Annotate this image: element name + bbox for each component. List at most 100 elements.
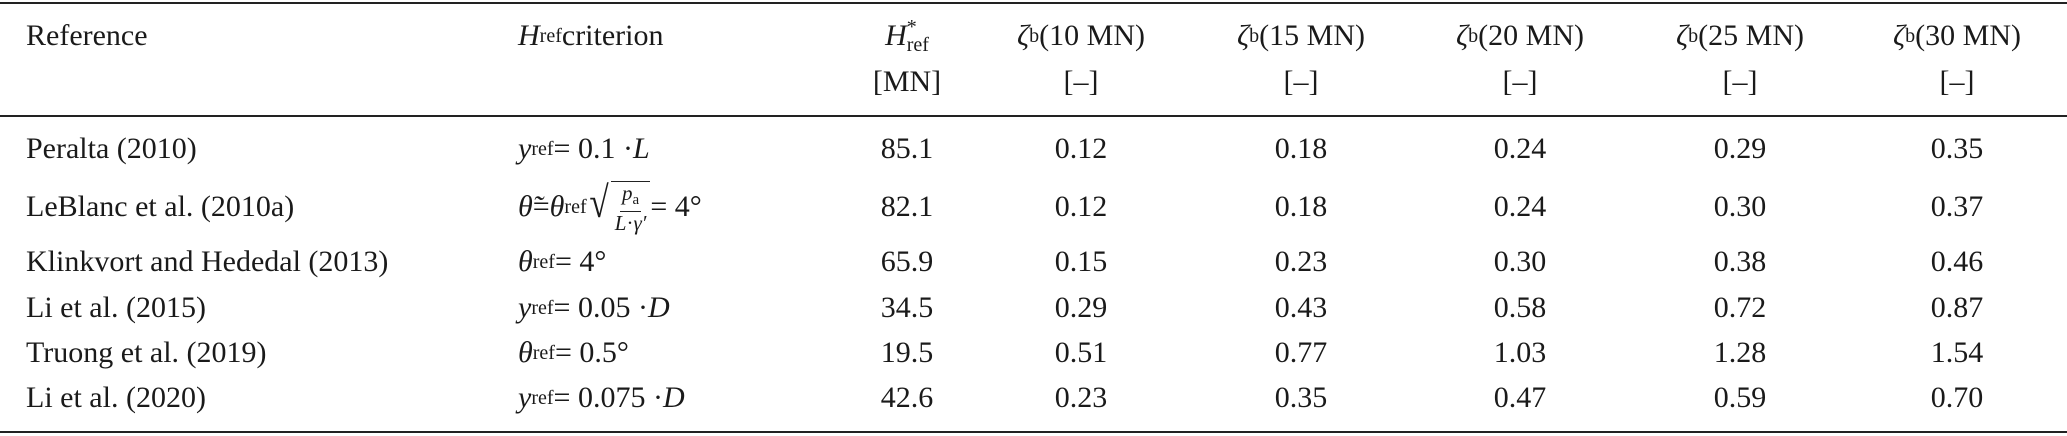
reference-cell: Li et al. (2015) xyxy=(26,291,206,324)
subscript: ref xyxy=(531,137,554,160)
variable: ζ xyxy=(1237,19,1250,52)
zeta-cell: 0.23 xyxy=(1054,381,1108,414)
h-ref-cell: 42.6 xyxy=(880,381,934,414)
zeta-cell: 0.51 xyxy=(1054,336,1108,369)
criterion-cell: y ref = 0.1 · L xyxy=(518,127,650,171)
zeta-cell: 0.59 xyxy=(1713,381,1767,414)
zeta-cell: 0.18 xyxy=(1274,132,1328,165)
zeta-cell: 0.37 xyxy=(1930,190,1984,223)
zeta-cell: 0.23 xyxy=(1274,245,1328,278)
subscript: b xyxy=(1029,24,1040,47)
criterion-cell: θ ref = 4° xyxy=(518,240,606,284)
subscript: b xyxy=(1468,24,1479,47)
header-cell: [MN] xyxy=(797,60,1017,104)
variable: H xyxy=(518,19,540,52)
zeta-cell: 1.28 xyxy=(1713,336,1767,369)
h-ref-cell: 82.1 xyxy=(880,190,934,223)
zeta-cell: 1.54 xyxy=(1930,336,1984,369)
bottom-rule xyxy=(0,431,2067,433)
variable: y xyxy=(518,291,532,324)
zeta-cell: 0.18 xyxy=(1274,190,1328,223)
zeta-cell: 0.70 xyxy=(1930,381,1984,414)
text: = 4° xyxy=(650,190,702,223)
variable: θ xyxy=(549,190,565,223)
reference-cell: Truong et al. (2019) xyxy=(26,336,267,369)
zeta-cell: 0.77 xyxy=(1274,336,1328,369)
text: [–] xyxy=(1502,65,1538,98)
criterion-cell: θ̃ = θ ref √ pa L·γ′ = 4° xyxy=(518,180,702,234)
subscript: b xyxy=(1688,24,1699,47)
zeta-cell: 0.35 xyxy=(1930,132,1984,165)
variable: θ xyxy=(518,336,533,369)
text: = 0.075 · xyxy=(553,381,663,414)
zeta-cell: 0.12 xyxy=(1054,132,1108,165)
zeta-cell: 0.35 xyxy=(1274,381,1328,414)
subscript: b xyxy=(1249,24,1260,47)
reference-cell: Peralta (2010) xyxy=(26,132,197,165)
zeta-cell: 0.43 xyxy=(1274,291,1328,324)
denominator: L·γ′ xyxy=(615,212,647,234)
zeta-cell: 0.24 xyxy=(1493,132,1547,165)
header-cell: Reference xyxy=(26,14,148,58)
text: [–] xyxy=(1722,65,1758,98)
header-cell: [–] xyxy=(1191,60,1411,104)
zeta-cell: 0.58 xyxy=(1493,291,1547,324)
radicand: pa L·γ′ xyxy=(610,180,651,234)
zeta-cell: 0.72 xyxy=(1713,291,1767,324)
header-cell: [–] xyxy=(971,60,1191,104)
variable: γ′ xyxy=(633,210,647,235)
zeta-cell: 0.46 xyxy=(1930,245,1984,278)
text: = 4° xyxy=(554,245,607,278)
header-cell: [–] xyxy=(1630,60,1850,104)
superscript: * xyxy=(906,16,917,38)
criterion-cell: y ref = 0.05 · D xyxy=(518,286,670,330)
variable: θ̃ xyxy=(518,190,533,223)
text: = 0.05 · xyxy=(553,291,648,324)
header-cell: [–] xyxy=(1847,60,2067,104)
subscript: ref xyxy=(531,296,554,319)
zeta-cell: 0.30 xyxy=(1713,190,1767,223)
variable: D xyxy=(662,381,685,414)
text: = 0.5° xyxy=(554,336,629,369)
zeta-cell: 0.12 xyxy=(1054,190,1108,223)
square-root: √ pa L·γ′ xyxy=(587,177,651,234)
zeta-cell: 0.29 xyxy=(1713,132,1767,165)
variable: y xyxy=(518,132,532,165)
subscript: ref xyxy=(532,341,555,364)
text: (15 MN) xyxy=(1259,19,1365,52)
text: = xyxy=(532,190,550,223)
text: [MN] xyxy=(872,65,942,98)
subscript: ref xyxy=(539,24,562,47)
h-ref-cell: 65.9 xyxy=(880,245,934,278)
header-cell: H * ref xyxy=(797,14,1017,58)
subscript: ref xyxy=(531,386,554,409)
text: · xyxy=(626,210,634,235)
text: [–] xyxy=(1283,65,1319,98)
variable: H xyxy=(885,19,907,52)
zeta-cell: 0.30 xyxy=(1493,245,1547,278)
text: = 0.1 · xyxy=(553,132,633,165)
text: (30 MN) xyxy=(1915,19,2021,52)
variable: y xyxy=(518,381,532,414)
variable: p xyxy=(621,180,633,205)
header-rule xyxy=(0,115,2067,117)
numerator: pa xyxy=(619,180,642,212)
text: [–] xyxy=(1939,65,1975,98)
variable: ζ xyxy=(1017,19,1030,52)
header-cell: [–] xyxy=(1410,60,1630,104)
fraction: pa L·γ′ xyxy=(615,182,647,234)
reference-cell: LeBlanc et al. (2010a) xyxy=(26,190,295,223)
criterion-cell: y ref = 0.075 · D xyxy=(518,376,685,420)
radical: √ xyxy=(589,177,609,227)
variable: L xyxy=(632,132,650,165)
zeta-cell: 0.24 xyxy=(1493,190,1547,223)
text: [–] xyxy=(1063,65,1099,98)
sup-sub: * ref xyxy=(906,16,929,55)
variable: L xyxy=(614,210,627,235)
h-ref-cell: 34.5 xyxy=(880,291,934,324)
